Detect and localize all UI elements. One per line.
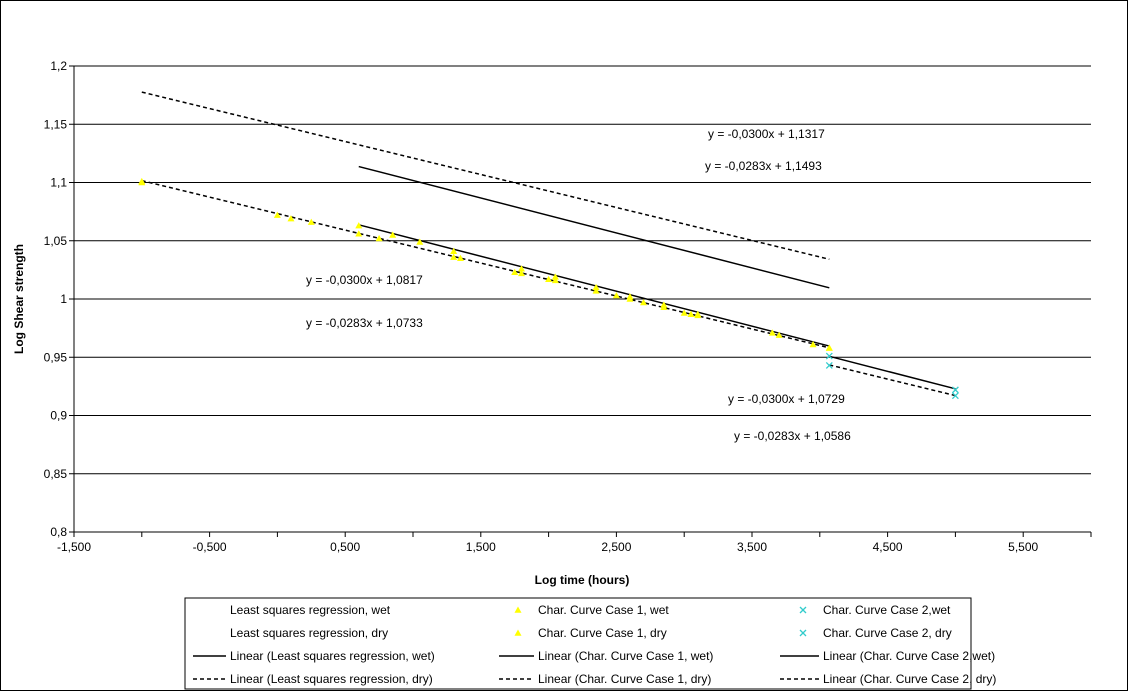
equation-label: y = -0,0300x + 1,1317	[708, 127, 825, 141]
data-point-triangle	[511, 268, 519, 276]
x-axis-title: Log time (hours)	[535, 573, 630, 587]
data-point-triangle	[775, 331, 783, 338]
data-point-triangle	[592, 287, 600, 294]
data-point-triangle	[138, 177, 146, 185]
data-point-triangle	[287, 215, 295, 222]
trendline	[829, 364, 956, 397]
data-point-triangle	[355, 222, 363, 229]
data-point-triangle	[450, 253, 458, 260]
y-tick-label: 0,8	[50, 525, 67, 539]
legend-label: Char. Curve Case 1, wet	[538, 603, 669, 617]
y-tick-label: 1	[60, 292, 67, 306]
x-tick-label: 5,500	[1008, 540, 1038, 554]
x-tick-label: 4,500	[873, 540, 903, 554]
data-point-triangle	[375, 234, 383, 242]
data-point-triangle	[307, 218, 315, 225]
data-point-triangle	[809, 340, 817, 348]
data-point-triangle	[355, 230, 363, 237]
equation-label: y = -0,0300x + 1,0729	[728, 392, 845, 406]
legend-label: Linear (Char. Curve Case 2, dry)	[823, 672, 996, 686]
trendline	[358, 224, 830, 347]
legend-box	[184, 597, 972, 690]
x-tick-label: -0,500	[193, 540, 227, 554]
data-point-triangle	[626, 295, 634, 302]
legend-marker-triangle	[514, 629, 522, 636]
y-tick-label: 0,95	[44, 350, 68, 364]
trendline	[829, 355, 956, 390]
x-marker-stroke	[799, 606, 807, 614]
y-tick-label: 1,2	[50, 59, 67, 73]
axes	[69, 65, 1092, 537]
data-point-triangle	[687, 310, 695, 317]
y-tick-label: 1,1	[50, 176, 67, 190]
x-tick-labels: -1,500 -0,500 0,500 1,500 2,500 3,500 4,500 5,5…	[57, 540, 1039, 554]
x-marker-stroke	[825, 352, 833, 360]
y-tick-labels: 0,8 0,85 0,9 0,95 1 1,05 1,1 1,15 1,2	[44, 59, 68, 539]
legend-marker-x	[799, 606, 807, 614]
data-point-triangle	[768, 329, 776, 336]
data-point-triangle	[456, 254, 464, 262]
data-point-triangle	[640, 298, 648, 306]
legend-label: Linear (Least squares regression, dry)	[230, 672, 433, 686]
data-point-triangle	[517, 269, 525, 277]
x-marker-stroke	[799, 629, 807, 637]
data-point-triangle	[389, 231, 397, 238]
data-points	[138, 177, 959, 400]
data-point-x	[951, 392, 959, 400]
trendline	[141, 179, 830, 349]
equation-label: y = -0,0283x + 1,1493	[705, 159, 822, 173]
y-tick-label: 1,15	[44, 117, 68, 131]
data-point-x	[825, 352, 833, 360]
y-axis-title: Log Shear strength	[12, 244, 26, 354]
x-marker-stroke	[951, 386, 959, 394]
data-point-x	[951, 386, 959, 394]
equation-label: y = -0,0300x + 1,0817	[306, 273, 423, 287]
data-point-triangle	[612, 292, 620, 299]
equation-label: y = -0,0283x + 1,0586	[734, 429, 851, 443]
x-tick-label: 1,500	[466, 540, 496, 554]
y-tick-label: 1,05	[44, 234, 68, 248]
legend-label: Linear (Char. Curve Case 1, wet)	[538, 649, 713, 663]
legend-label: Char. Curve Case 2,wet	[823, 603, 951, 617]
data-point-triangle	[450, 247, 458, 255]
y-tick-label: 0,9	[50, 409, 67, 423]
data-point-triangle	[825, 344, 833, 351]
data-point-triangle	[273, 211, 281, 218]
legend-marker-x	[799, 629, 807, 637]
x-tick-label: 0,500	[330, 540, 360, 554]
legend-label: Least squares regression, dry	[230, 626, 388, 640]
trendline	[358, 165, 830, 289]
legend-label: Linear (Char. Curve Case 2,wet)	[823, 649, 995, 663]
legend-label: Least squares regression, wet	[230, 603, 391, 617]
legend-label: Char. Curve Case 2, dry	[823, 626, 952, 640]
data-point-triangle	[592, 283, 600, 291]
data-point-triangle	[694, 311, 702, 319]
x-tick-label: -1,500	[57, 540, 91, 554]
data-point-triangle	[551, 276, 559, 284]
legend: Least squares regression, wet Least squa…	[184, 597, 996, 690]
y-tick-label: 0,85	[44, 467, 68, 481]
legend-label: Linear (Least squares regression, wet)	[230, 649, 435, 663]
legend-symbols	[193, 606, 819, 680]
x-tick-label: 2,500	[601, 540, 631, 554]
trendlines	[141, 91, 956, 397]
trendline	[141, 91, 830, 260]
data-point-triangle	[551, 273, 559, 280]
x-marker-stroke	[825, 361, 833, 369]
x-tick-label: 3,500	[737, 540, 767, 554]
x-marker-stroke	[951, 392, 959, 400]
data-point-triangle	[517, 265, 525, 272]
data-point-triangle	[545, 275, 553, 282]
equation-label: y = -0,0283x + 1,0733	[306, 316, 423, 330]
legend-label: Char. Curve Case 1, dry	[538, 626, 667, 640]
data-point-triangle	[680, 309, 688, 316]
legend-label: Linear (Char. Curve Case 1, dry)	[538, 672, 711, 686]
data-point-triangle	[660, 303, 668, 310]
data-point-triangle	[416, 238, 424, 245]
legend-marker-triangle	[514, 606, 522, 613]
data-point-x	[825, 361, 833, 369]
